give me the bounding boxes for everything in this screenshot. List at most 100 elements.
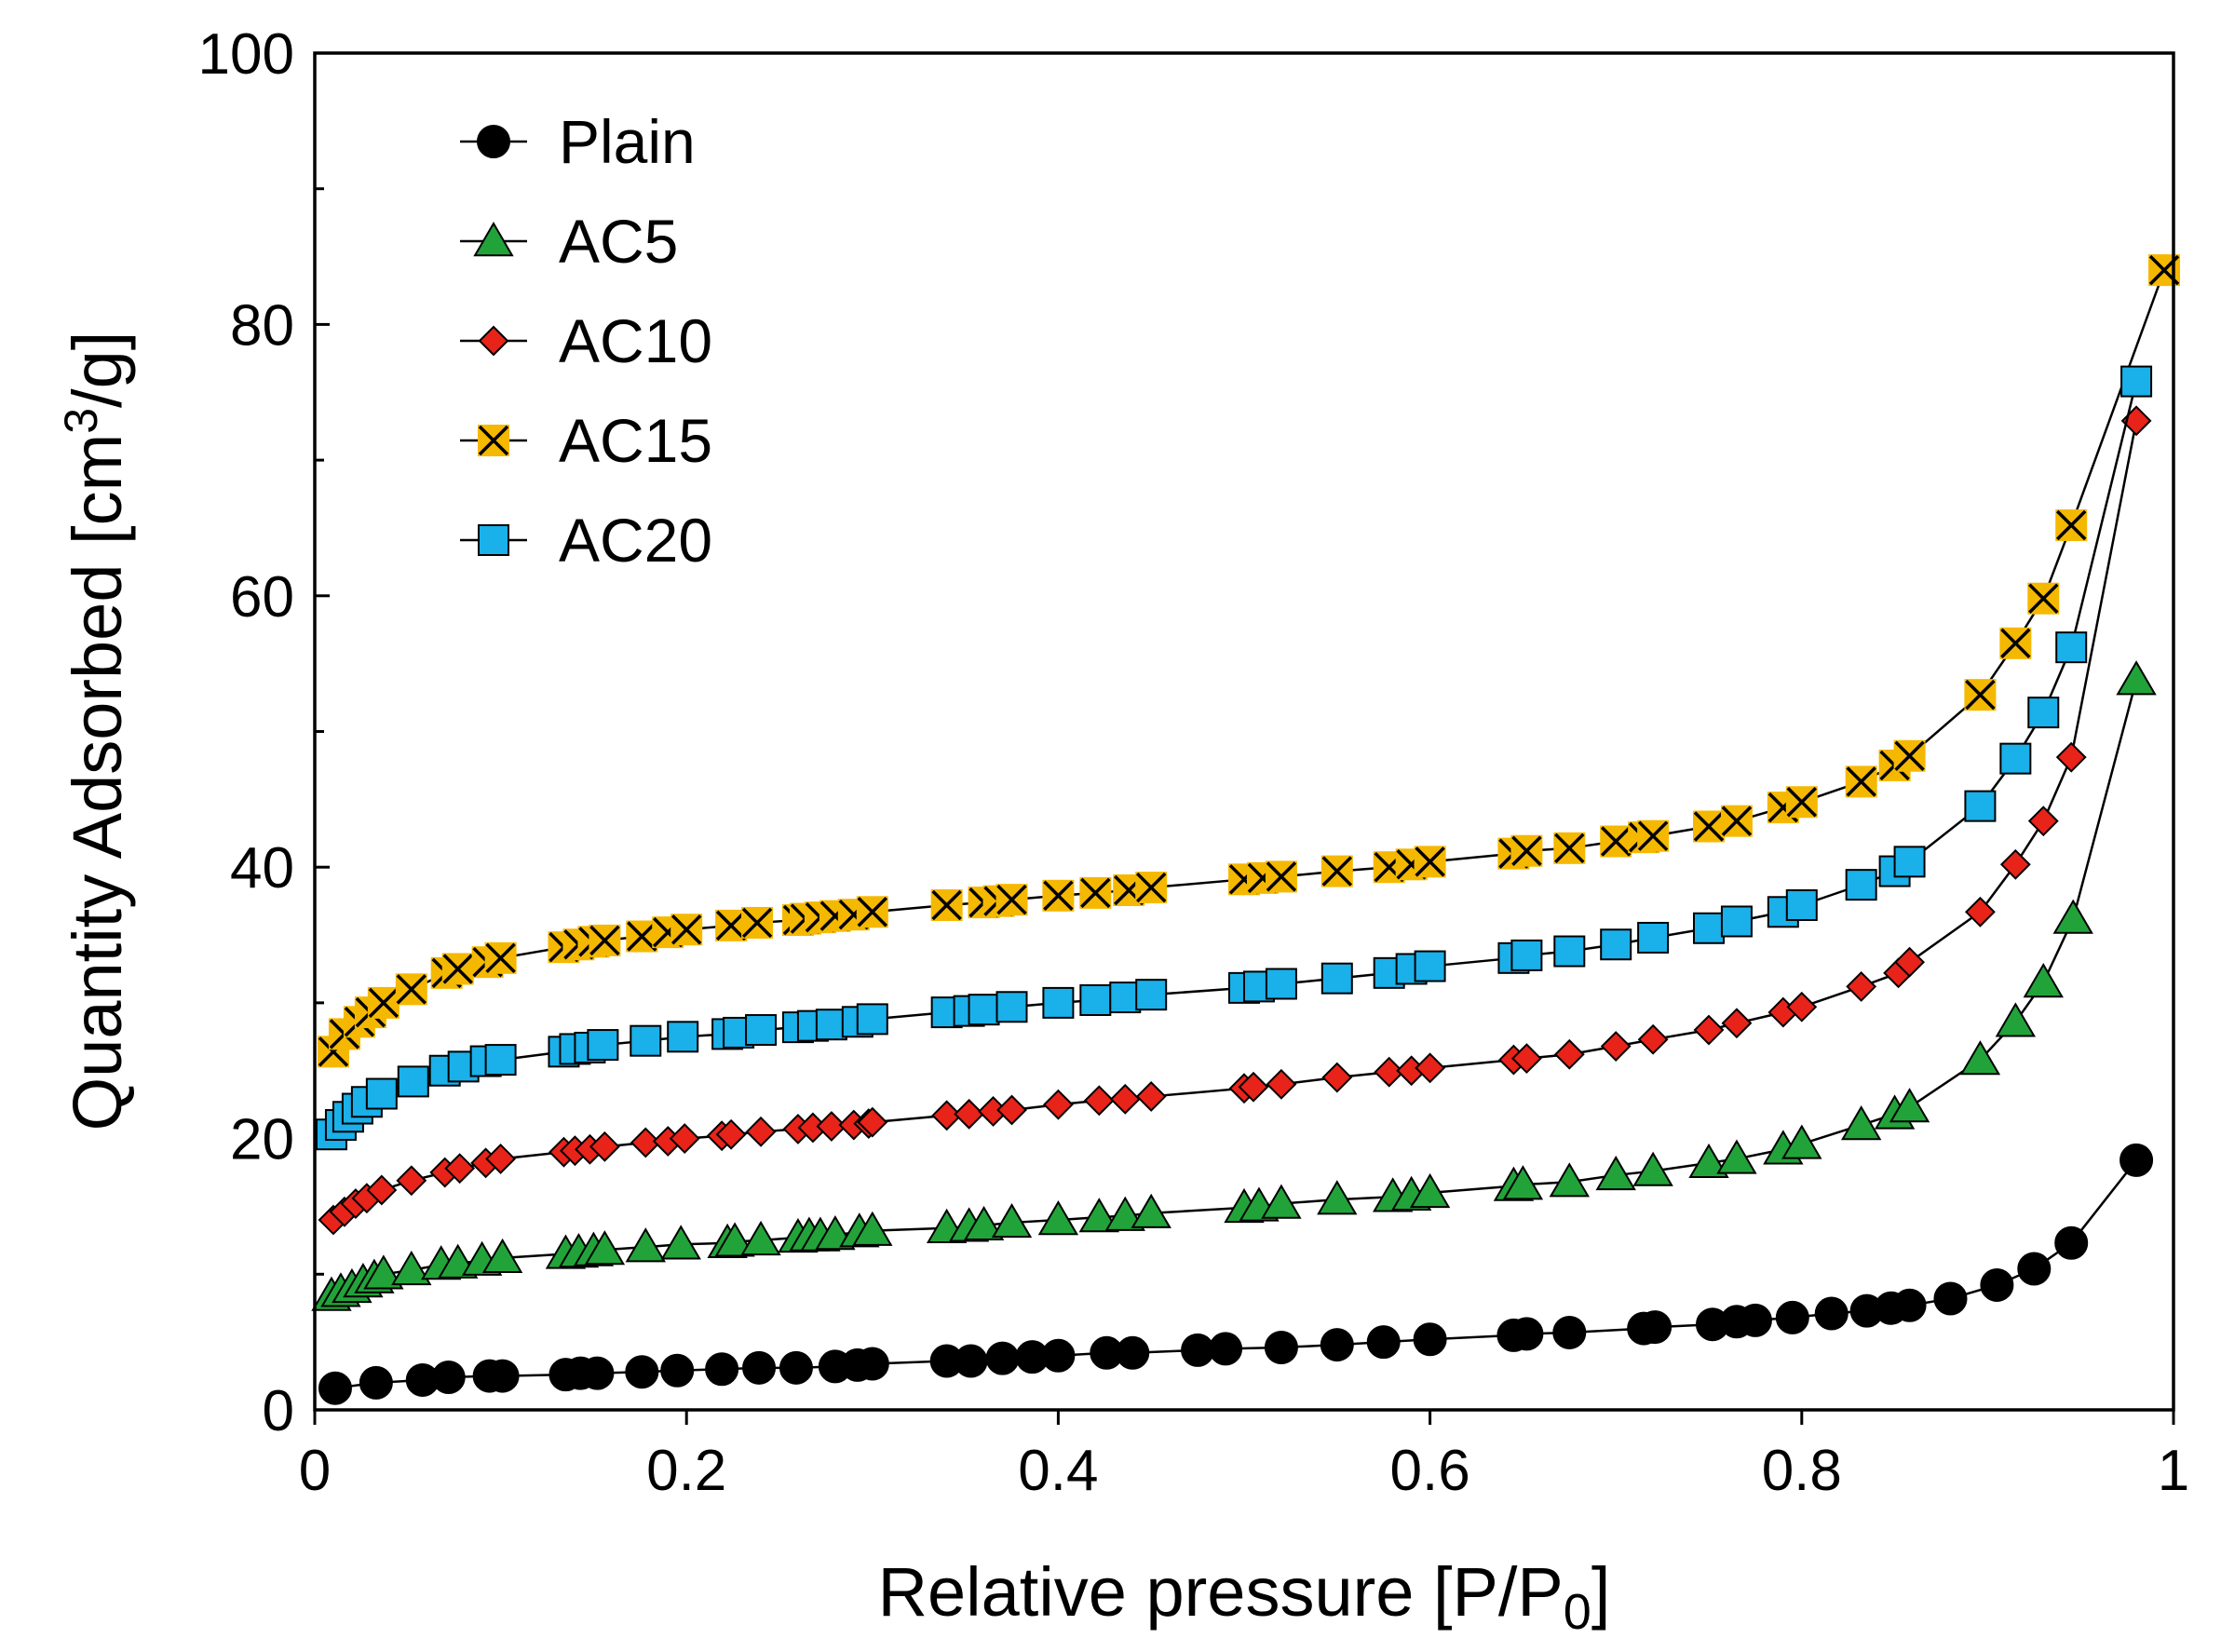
point-ac10 xyxy=(954,1098,985,1130)
point-ac20 xyxy=(1135,979,1168,1011)
series-plain xyxy=(318,1143,2154,1405)
point-ac10 xyxy=(1109,1083,1141,1115)
point-plain xyxy=(1413,1322,1447,1357)
legend-marker-ac15 xyxy=(478,425,509,456)
point-ac5 xyxy=(991,1202,1033,1239)
point-ac20 xyxy=(1510,939,1543,971)
point-ac5 xyxy=(1409,1172,1451,1209)
point-ac15 xyxy=(1265,860,1297,893)
x-tick-label: 0.4 xyxy=(1018,1439,1098,1503)
point-ac5 xyxy=(2116,660,2157,696)
point-ac20 xyxy=(1265,968,1297,1000)
point-plain xyxy=(580,1356,615,1390)
point-ac20 xyxy=(587,1029,619,1062)
point-plain xyxy=(2054,1225,2089,1260)
series-ac20 xyxy=(315,365,2153,1151)
series-line-ac15 xyxy=(332,269,2166,1053)
point-plain xyxy=(1980,1267,2014,1302)
point-ac5 xyxy=(1131,1193,1171,1228)
point-ac20 xyxy=(1320,962,1353,995)
point-plain xyxy=(1510,1317,1544,1351)
point-plain xyxy=(359,1365,393,1400)
point-ac10 xyxy=(1693,1014,1725,1046)
point-ac20 xyxy=(1720,905,1753,938)
point-ac5 xyxy=(1995,1002,2037,1037)
point-ac20 xyxy=(1600,928,1632,961)
point-ac10 xyxy=(1083,1085,1115,1117)
point-ac20 xyxy=(630,1024,662,1057)
point-ac15 xyxy=(441,953,474,985)
point-ac15 xyxy=(1079,876,1112,909)
point-ac5 xyxy=(1078,1198,1120,1233)
point-ac15 xyxy=(1893,739,1926,772)
point-plain xyxy=(318,1371,352,1405)
point-ac10 xyxy=(366,1174,398,1206)
point-plain xyxy=(1775,1300,1809,1334)
point-ac20 xyxy=(1109,982,1142,1014)
point-ac5 xyxy=(963,1205,1005,1241)
legend-item-ac15: AC15 xyxy=(460,406,712,475)
y-tick-label: 60 xyxy=(230,565,294,630)
point-ac5 xyxy=(1549,1162,1590,1198)
point-ac5 xyxy=(391,1250,432,1286)
point-ac15 xyxy=(995,884,1028,916)
point-ac5 xyxy=(1959,1040,2001,1076)
point-ac20 xyxy=(856,1003,888,1036)
point-ac5 xyxy=(1632,1151,1673,1186)
x-axis-ticks: 0 0.2 0.4 0.6 0.8 1 xyxy=(299,1410,2189,1503)
point-ac5 xyxy=(584,1230,626,1266)
point-ac10 xyxy=(1374,1056,1405,1088)
point-plain xyxy=(742,1350,777,1385)
point-plain xyxy=(1366,1325,1401,1360)
series-layer xyxy=(311,254,2181,1405)
point-ac20 xyxy=(1414,950,1446,982)
legend-label: AC20 xyxy=(559,506,712,575)
point-ac20 xyxy=(1042,986,1075,1019)
y-tick-label: 100 xyxy=(198,22,294,87)
point-ac20 xyxy=(1637,921,1670,954)
point-ac10 xyxy=(485,1144,517,1174)
y-axis-title: Quantity Adsorbed [cm3/g] xyxy=(55,332,136,1131)
point-plain xyxy=(1552,1315,1587,1349)
point-ac10 xyxy=(1721,1008,1753,1039)
point-plain xyxy=(1181,1333,1215,1367)
point-ac15 xyxy=(1600,825,1632,858)
point-ac10 xyxy=(715,1118,747,1150)
point-ac10 xyxy=(1965,896,1996,928)
point-plain xyxy=(1264,1330,1298,1364)
point-ac5 xyxy=(625,1227,666,1263)
point-plain xyxy=(1638,1310,1673,1345)
point-ac10 xyxy=(1510,1043,1542,1075)
point-ac5 xyxy=(2052,899,2093,934)
point-ac20 xyxy=(365,1077,398,1110)
point-ac15 xyxy=(1637,819,1670,852)
point-ac15 xyxy=(1510,834,1543,867)
legend-item-ac5: AC5 xyxy=(460,207,678,276)
point-ac5 xyxy=(1840,1105,1882,1141)
point-ac20 xyxy=(1999,742,2032,775)
point-ac5 xyxy=(1261,1184,1302,1219)
point-ac15 xyxy=(2148,254,2181,287)
point-ac5 xyxy=(2023,963,2064,998)
point-ac10 xyxy=(1553,1038,1585,1070)
point-ac10 xyxy=(2027,806,2059,837)
point-ac10 xyxy=(1266,1068,1297,1100)
point-ac10 xyxy=(1999,848,2031,880)
point-plain xyxy=(954,1344,988,1378)
point-ac10 xyxy=(1637,1023,1669,1055)
x-axis-title: Relative pressure [P/P0] xyxy=(878,1553,1611,1640)
point-plain xyxy=(485,1359,520,1393)
point-ac15 xyxy=(589,924,621,956)
point-ac10 xyxy=(669,1123,700,1155)
legend-item-ac20: AC20 xyxy=(460,506,712,575)
legend: Plain AC5 AC10 AC15 AC20 xyxy=(460,107,712,575)
point-ac20 xyxy=(667,1021,699,1053)
series-line-ac20 xyxy=(331,381,2138,1136)
point-ac15 xyxy=(1693,810,1725,843)
point-plain xyxy=(1320,1328,1354,1362)
y-tick-label: 40 xyxy=(230,836,294,900)
point-ac15 xyxy=(1414,846,1446,878)
point-plain xyxy=(779,1350,813,1385)
point-ac15 xyxy=(1042,879,1075,912)
point-ac20 xyxy=(1079,983,1112,1016)
